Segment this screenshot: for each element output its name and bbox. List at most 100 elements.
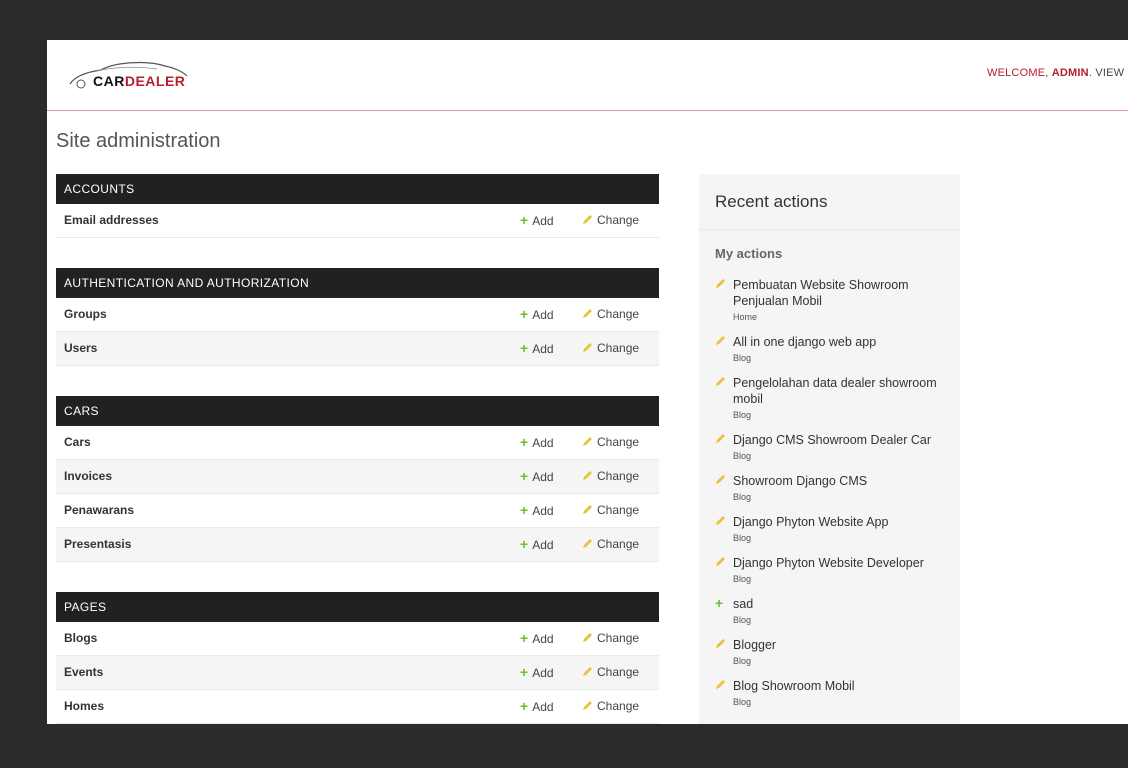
module-caption[interactable]: PAGES — [56, 592, 659, 622]
action-content-type: Blog — [733, 353, 752, 363]
pencil-icon — [583, 701, 592, 710]
list-item: Blogger Blog — [715, 637, 950, 666]
plus-icon: + — [520, 630, 529, 646]
recent-actions-panel: Recent actions My actions Pembuatan Webs… — [699, 174, 960, 724]
list-item: Django Phyton Website App Blog — [715, 514, 950, 543]
model-link[interactable]: Penawarans — [64, 503, 135, 517]
change-button[interactable]: Change — [582, 204, 639, 237]
add-button[interactable]: + Add — [520, 306, 554, 322]
action-link[interactable]: Django Phyton Website App — [733, 515, 889, 529]
add-button[interactable]: + Add — [520, 502, 554, 518]
pencil-icon — [716, 279, 725, 288]
model-link[interactable]: Blogs — [64, 631, 98, 645]
add-button[interactable]: + Add — [520, 340, 554, 356]
change-button[interactable]: Change — [582, 426, 639, 459]
model-link[interactable]: Presentasis — [64, 537, 132, 551]
model-row-email-addresses: Email addresses + Add Change — [56, 204, 659, 238]
pencil-icon — [583, 437, 592, 446]
module-caption[interactable]: ACCOUNTS — [56, 174, 659, 204]
action-link[interactable]: Blogger — [733, 638, 777, 652]
pencil-icon — [583, 667, 592, 676]
module-accounts: ACCOUNTS Email addresses + Add Change — [56, 174, 659, 238]
model-row-presentasis: Presentasis + Add Change — [56, 528, 659, 562]
model-link[interactable]: Users — [64, 341, 98, 355]
header: CARDEALER WELCOME, ADMIN. VIEW S — [47, 40, 1128, 111]
change-button[interactable]: Change — [582, 656, 639, 689]
list-item: Django Phyton Website Developer Blog — [715, 555, 950, 584]
plus-icon: + — [520, 468, 529, 484]
my-actions-heading: My actions — [715, 246, 783, 261]
model-row-blogs: Blogs + Add Change — [56, 622, 659, 656]
model-link[interactable]: Events — [64, 665, 104, 679]
action-link[interactable]: Blog Showroom Mobil — [733, 679, 855, 693]
plus-icon: + — [520, 212, 529, 228]
model-link[interactable]: Cars — [64, 435, 91, 449]
admin-page: CARDEALER WELCOME, ADMIN. VIEW S Site ad… — [47, 40, 1128, 724]
plus-icon: + — [520, 306, 529, 322]
pencil-icon — [716, 434, 725, 443]
pencil-icon — [583, 471, 592, 480]
add-button[interactable]: + Add — [520, 630, 554, 646]
action-link[interactable]: All in one django web app — [733, 335, 877, 349]
action-content-type: Blog — [733, 656, 752, 666]
model-row-users: Users + Add Change — [56, 332, 659, 366]
add-button[interactable]: + Add — [520, 698, 554, 714]
pencil-icon — [583, 539, 592, 548]
action-link[interactable]: Pembuatan Website Showroom Penjualan Mob… — [733, 278, 909, 308]
model-link[interactable]: Homes — [64, 699, 105, 713]
pencil-icon — [716, 557, 725, 566]
change-button[interactable]: Change — [582, 528, 639, 561]
module-cars: CARS Cars + Add Change Invoices + Add Chan… — [56, 396, 659, 562]
change-button[interactable]: Change — [582, 332, 639, 365]
action-link[interactable]: Showroom Django CMS — [733, 474, 868, 488]
module-caption[interactable]: CARS — [56, 396, 659, 426]
list-item: Django CMS Showroom Dealer Car Blog — [715, 432, 950, 461]
action-link[interactable]: sad — [733, 597, 754, 611]
app-list: ACCOUNTS Email addresses + Add Change AUT… — [56, 174, 659, 724]
pencil-icon — [583, 633, 592, 642]
model-row-cars: Cars + Add Change — [56, 426, 659, 460]
car-dealer-logo[interactable]: CARDEALER — [67, 58, 207, 90]
username: ADMIN — [1051, 67, 1089, 79]
plus-icon: + — [520, 698, 529, 714]
action-content-type: Blog — [733, 451, 752, 461]
plus-icon: + — [520, 434, 529, 450]
action-link[interactable]: Django CMS Showroom Dealer Car — [733, 433, 931, 447]
action-link[interactable]: Pengelolahan data dealer showroom mobil — [733, 376, 937, 406]
list-item: Showroom Django CMS Blog — [715, 473, 950, 502]
list-item: Pengelolahan data dealer showroom mobil … — [715, 375, 950, 420]
page-title: Site administration — [56, 130, 221, 152]
module-auth: AUTHENTICATION AND AUTHORIZATION Groups … — [56, 268, 659, 366]
logo-text: CARDEALER — [93, 73, 186, 89]
change-button[interactable]: Change — [582, 690, 639, 723]
action-content-type: Blog — [733, 697, 752, 707]
change-button[interactable]: Change — [582, 298, 639, 331]
list-item: Pembuatan Website Showroom Penjualan Mob… — [715, 277, 950, 322]
model-link[interactable]: Groups — [64, 307, 107, 321]
model-link[interactable]: Email addresses — [64, 213, 159, 227]
view-site-link[interactable]: . VIEW S — [1088, 67, 1128, 79]
model-link[interactable]: Invoices — [64, 469, 113, 483]
action-content-type: Home — [733, 312, 758, 322]
pencil-icon — [716, 516, 725, 525]
add-button[interactable]: + Add — [520, 468, 554, 484]
model-row-penawarans: Penawarans + Add Change — [56, 494, 659, 528]
car-silhouette-icon — [69, 61, 188, 89]
add-button[interactable]: + Add — [520, 536, 554, 552]
pencil-icon — [716, 377, 725, 386]
change-button[interactable]: Change — [582, 494, 639, 527]
plus-icon: + — [520, 536, 529, 552]
model-row-homes: Homes + Add Change — [56, 690, 659, 724]
plus-icon: + — [715, 595, 724, 611]
model-row-groups: Groups + Add Change — [56, 298, 659, 332]
action-link[interactable]: Django Phyton Website Developer — [733, 556, 924, 570]
change-button[interactable]: Change — [582, 622, 639, 655]
recent-actions-title: Recent actions — [699, 174, 960, 230]
add-button[interactable]: + Add — [520, 664, 554, 680]
add-button[interactable]: + Add — [520, 212, 554, 228]
list-item: All in one django web app Blog — [715, 334, 950, 363]
change-button[interactable]: Change — [582, 460, 639, 493]
module-caption[interactable]: AUTHENTICATION AND AUTHORIZATION — [56, 268, 659, 298]
add-button[interactable]: + Add — [520, 434, 554, 450]
pencil-icon — [583, 505, 592, 514]
